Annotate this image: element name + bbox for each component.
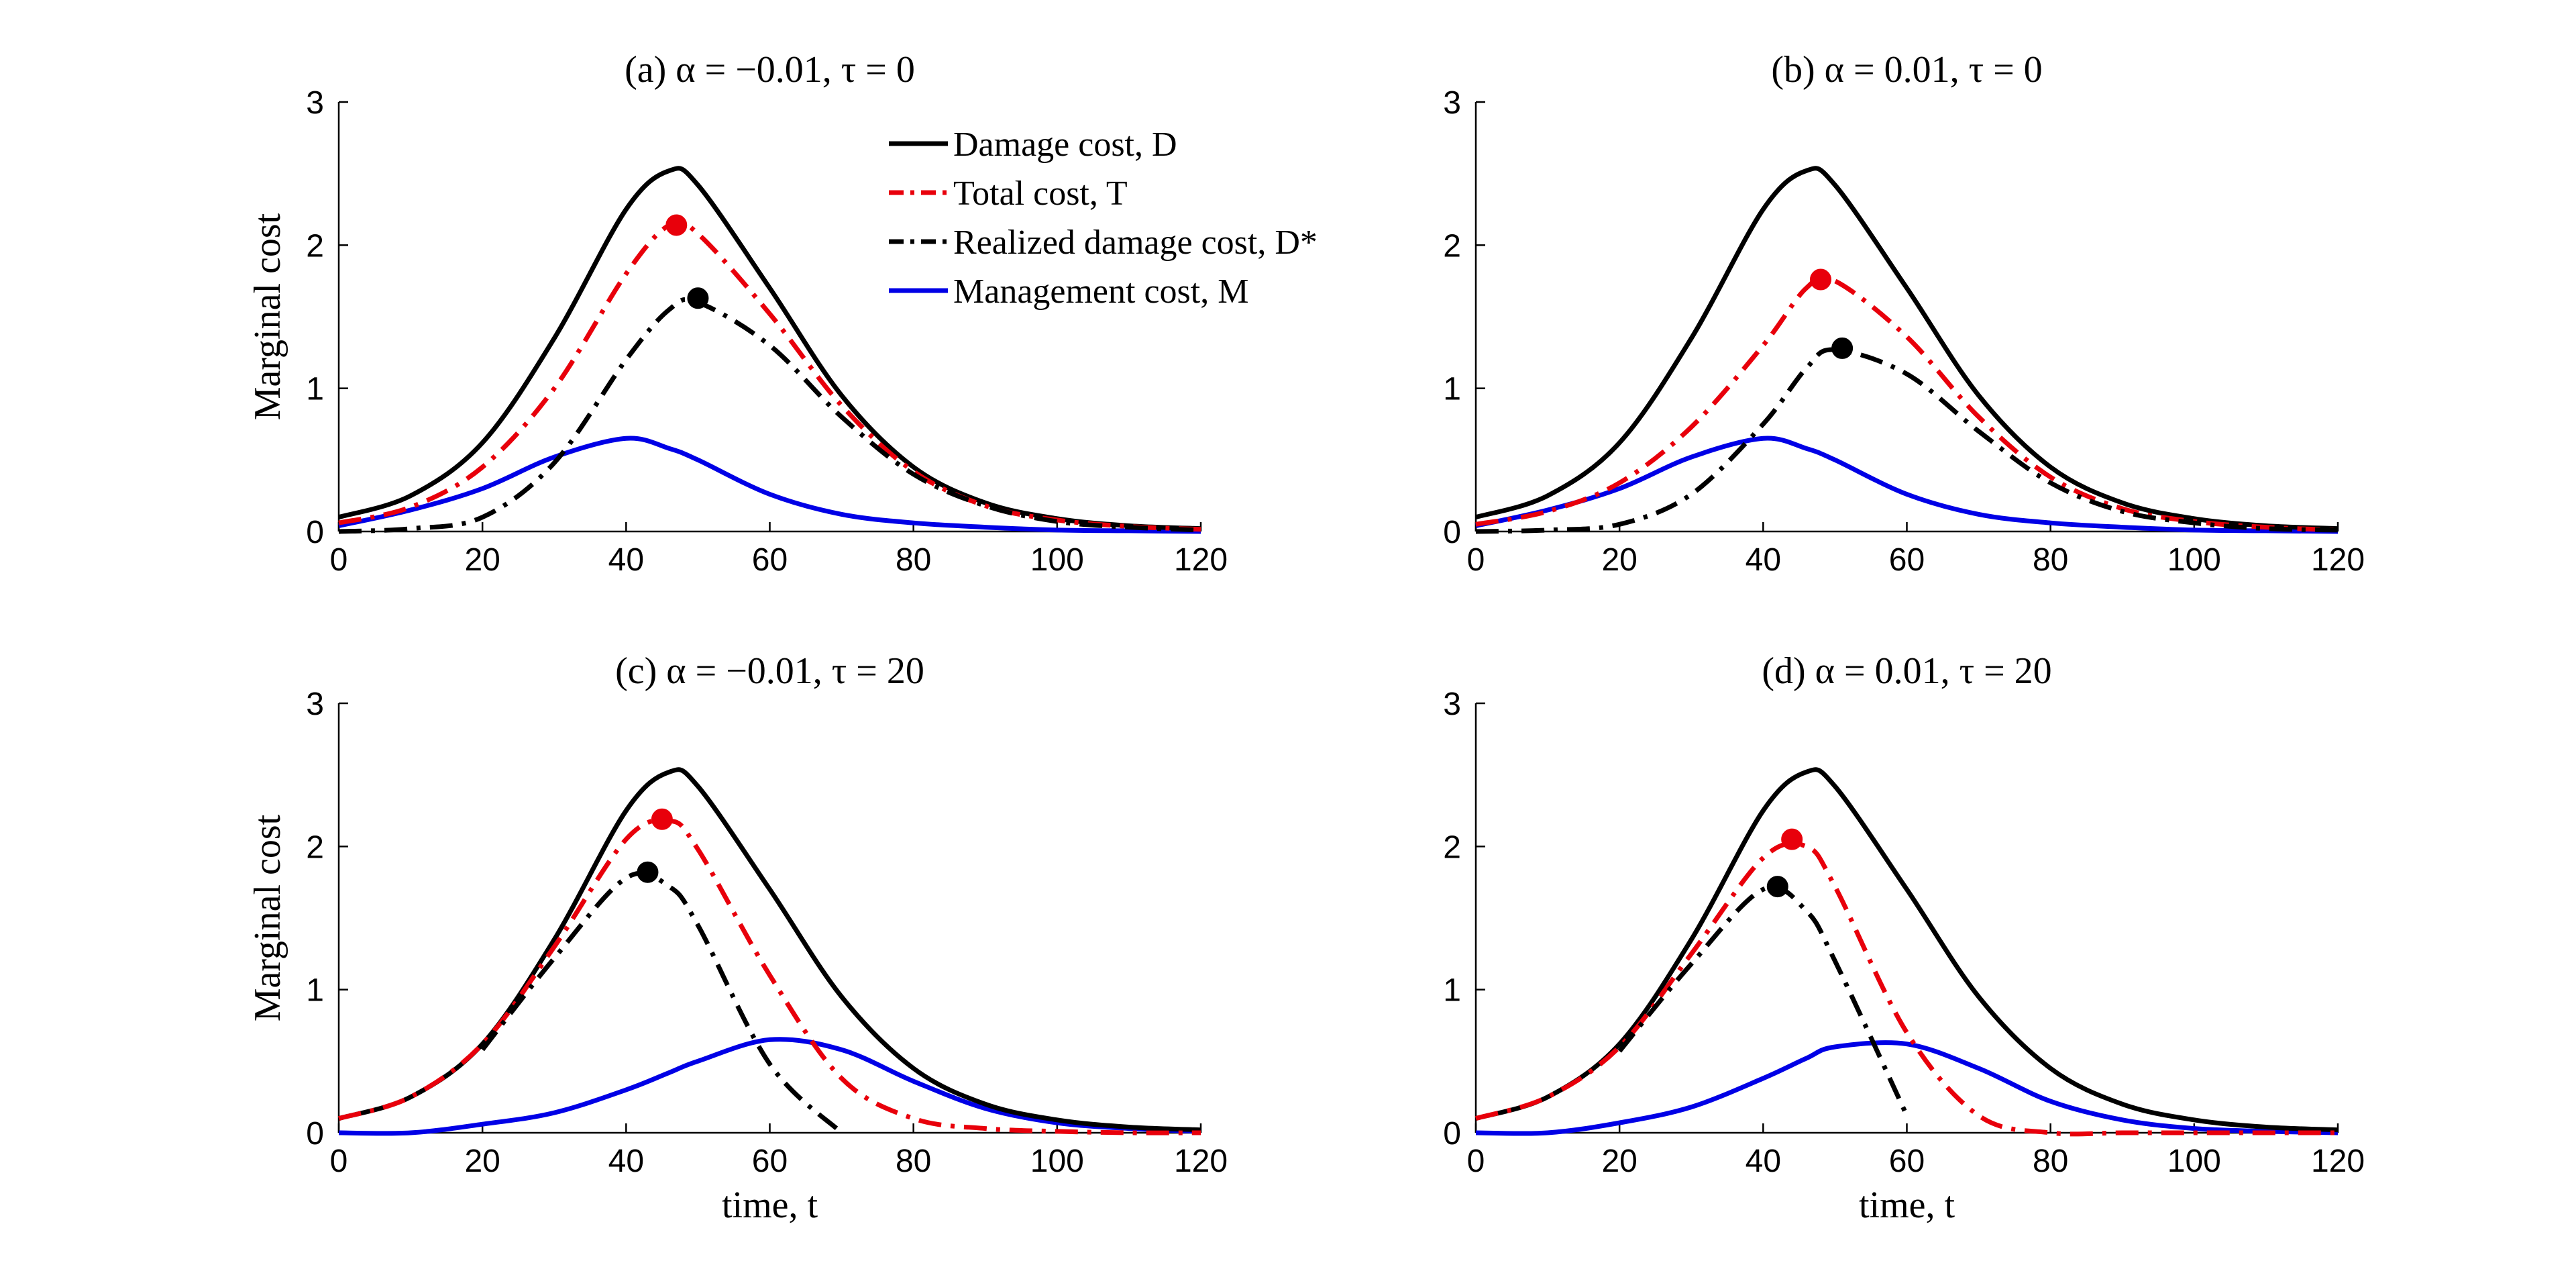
legend-label-d: Damage cost, D — [953, 125, 1177, 164]
y-tick-label: 2 — [1443, 228, 1461, 264]
peak-marker-t — [665, 214, 688, 236]
y-tick-label: 2 — [306, 228, 324, 264]
series-line-m — [338, 436, 1201, 534]
y-tick-label: 2 — [306, 829, 324, 865]
y-axis-label: Marginal cost — [247, 213, 288, 420]
series-line-t — [1474, 841, 2338, 1137]
peak-marker-t — [1810, 268, 1831, 291]
y-tick-label: 3 — [306, 85, 324, 121]
y-tick-label: 1 — [306, 973, 324, 1009]
x-tick-label: 100 — [1030, 1144, 1084, 1179]
y-tick-label: 3 — [306, 687, 324, 722]
x-tick-label: 20 — [1601, 542, 1637, 578]
peak-marker-dstar — [687, 287, 709, 309]
x-tick-label: 20 — [464, 1144, 500, 1179]
panel-title: (b) α = 0.01, τ = 0 — [1771, 49, 2042, 91]
x-tick-label: 0 — [330, 542, 348, 578]
peak-marker-dstar — [1766, 876, 1788, 898]
x-axis-label: time, t — [1859, 1184, 1955, 1226]
y-axis-label: Marginal cost — [247, 814, 288, 1021]
x-tick-label: 20 — [464, 542, 500, 578]
y-tick-label: 1 — [1443, 372, 1461, 407]
x-tick-label: 100 — [1030, 542, 1084, 578]
x-tick-label: 0 — [1467, 542, 1485, 578]
panel-title: (a) α = −0.01, τ = 0 — [625, 49, 915, 91]
series-line-dstar — [338, 297, 1201, 534]
x-tick-label: 80 — [896, 542, 931, 578]
series-line-d — [1474, 767, 2339, 1133]
y-tick-label: 3 — [1443, 687, 1461, 722]
y-tick-label: 2 — [1443, 829, 1461, 865]
x-tick-label: 40 — [1746, 1144, 1781, 1179]
y-tick-label: 1 — [306, 372, 324, 407]
series-line-dstar — [480, 870, 844, 1135]
series-line-dstar — [1617, 884, 1909, 1117]
series-line-m — [338, 1037, 1201, 1136]
panel-4: 0 20 40 60 80 100 120 0 1 2 3 (d) α = 0.01, τ = 20 t… — [1443, 650, 2365, 1226]
peak-marker-t — [1781, 828, 1803, 850]
y-tick-label: 3 — [1443, 85, 1461, 121]
x-tick-label: 60 — [1889, 542, 1925, 578]
series-line-d — [1474, 166, 2339, 531]
series-line-m — [1475, 1040, 2339, 1136]
x-tick-label: 120 — [1174, 542, 1228, 578]
x-tick-label: 40 — [608, 1144, 644, 1179]
panel-title: (d) α = 0.01, τ = 20 — [1762, 650, 2051, 692]
x-tick-label: 100 — [2167, 1144, 2221, 1179]
x-tick-label: 20 — [1601, 1144, 1637, 1179]
legend: Damage cost, D Total cost, T Realized dama… — [889, 125, 1318, 311]
x-tick-label: 60 — [752, 542, 788, 578]
x-axis-label: time, t — [722, 1184, 818, 1226]
panel-3: 0 20 40 60 80 100 120 0 1 2 3 (c) α = −0.01, τ = 20… — [247, 650, 1228, 1226]
panel-title: (c) α = −0.01, τ = 20 — [615, 650, 924, 692]
x-tick-label: 120 — [2311, 1144, 2365, 1179]
y-tick-label: 0 — [306, 515, 324, 550]
x-tick-label: 80 — [896, 1144, 931, 1179]
x-tick-label: 120 — [1174, 1144, 1228, 1179]
peak-marker-t — [651, 808, 673, 830]
series-line-m — [1475, 436, 2339, 534]
x-tick-label: 40 — [608, 542, 644, 578]
y-tick-label: 0 — [1443, 1116, 1461, 1152]
series-line-d — [337, 166, 1201, 531]
y-tick-label: 0 — [1443, 515, 1461, 550]
x-tick-label: 0 — [330, 1144, 348, 1179]
x-tick-label: 100 — [2167, 542, 2221, 578]
x-tick-label: 60 — [1889, 1144, 1925, 1179]
y-tick-label: 0 — [306, 1116, 324, 1152]
x-tick-label: 80 — [2033, 1144, 2068, 1179]
x-tick-label: 0 — [1467, 1144, 1485, 1179]
x-tick-label: 40 — [1746, 542, 1781, 578]
series-line-dstar — [1475, 347, 2339, 534]
peak-marker-dstar — [637, 861, 659, 883]
panel-1: 0 20 40 60 80 100 120 0 1 2 3 (a) α = −0.01, τ = 0 M… — [247, 49, 1318, 578]
y-tick-label: 1 — [1443, 973, 1461, 1009]
x-tick-label: 120 — [2311, 542, 2365, 578]
peak-marker-dstar — [1831, 337, 1854, 359]
series-line-d — [337, 767, 1201, 1133]
x-tick-label: 80 — [2033, 542, 2068, 578]
series-line-t — [338, 218, 1201, 532]
x-tick-label: 60 — [752, 1144, 788, 1179]
legend-label-m: Management cost, M — [953, 272, 1248, 311]
legend-label-dstar: Realized damage cost, D* — [953, 223, 1318, 262]
legend-label-t: Total cost, T — [953, 174, 1128, 213]
panel-2: 0 20 40 60 80 100 120 0 1 2 3 (b) α = 0.01, τ = 0 — [1443, 49, 2365, 578]
